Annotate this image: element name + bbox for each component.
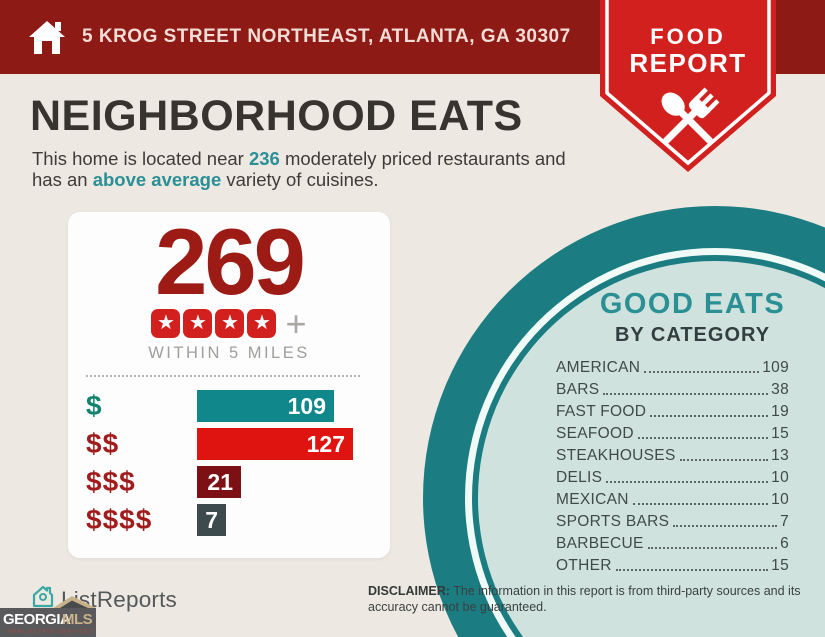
price-level-label: $$ bbox=[86, 428, 120, 459]
food-report-badge: FOOD REPORT bbox=[600, 0, 776, 176]
dotted-divider bbox=[86, 375, 360, 377]
radius-label: WITHIN 5 MILES bbox=[148, 344, 310, 362]
price-level-label: $$$ bbox=[86, 466, 136, 497]
category-label: SEAFOOD bbox=[556, 425, 634, 442]
category-value: 15 bbox=[771, 557, 789, 574]
dotted-leader bbox=[615, 569, 769, 571]
price-bar-value: 21 bbox=[207, 468, 233, 495]
dotted-leader bbox=[650, 415, 769, 417]
price-row: $$$ 21 bbox=[86, 466, 382, 498]
good-eats-subtitle: BY CATEGORY bbox=[614, 324, 771, 346]
category-row: BARBECUE 6 bbox=[556, 531, 789, 553]
category-value: 6 bbox=[780, 535, 789, 552]
good-eats-title: GOOD EATS bbox=[599, 288, 786, 320]
category-label: MEXICAN bbox=[556, 491, 629, 508]
variety-highlight: above average bbox=[92, 168, 222, 190]
restaurant-summary-card: 269 ★ ★ ★ ★ + WITHIN 5 MILES $ 109 $$ 127 $$… bbox=[68, 212, 390, 558]
page-subtitle: This home is located near 236 moderately… bbox=[32, 148, 566, 190]
category-value: 13 bbox=[771, 447, 789, 464]
price-bar-value: 127 bbox=[306, 430, 345, 457]
category-value: 10 bbox=[771, 491, 789, 508]
plus-sign: + bbox=[285, 303, 307, 344]
restaurant-count-highlight: 236 bbox=[248, 148, 280, 169]
dotted-leader bbox=[679, 459, 769, 461]
star-icon: ★ bbox=[151, 309, 181, 338]
category-list: AMERICAN 109 BARS 38 FAST FOOD 19 SEAFOO… bbox=[556, 355, 789, 575]
category-value: 10 bbox=[771, 469, 789, 486]
total-restaurant-count: 269 bbox=[155, 209, 306, 314]
category-row: FAST FOOD 19 bbox=[556, 399, 789, 421]
georgiamls-wordmark-b: MLS bbox=[62, 611, 93, 628]
price-row: $$ 127 bbox=[86, 428, 382, 460]
property-address: 5 KROG STREET NORTHEAST, ATLANTA, GA 303… bbox=[82, 26, 571, 47]
georgiamls-logo: GEORGIA MLS REAL ESTATE SERVICES bbox=[0, 594, 98, 637]
category-label: OTHER bbox=[556, 557, 612, 574]
category-row: SEAFOOD 15 bbox=[556, 421, 789, 443]
category-label: FAST FOOD bbox=[556, 403, 647, 420]
category-row: MEXICAN 10 bbox=[556, 487, 789, 509]
star-icon: ★ bbox=[215, 309, 245, 338]
category-value: 7 bbox=[780, 513, 789, 530]
category-row: AMERICAN 109 bbox=[556, 355, 789, 377]
listreports-house-icon bbox=[30, 584, 56, 615]
dotted-leader bbox=[632, 503, 769, 505]
category-label: STEAKHOUSES bbox=[556, 447, 676, 464]
price-bar: 127 bbox=[197, 428, 353, 460]
badge-title-line2: REPORT bbox=[629, 48, 747, 78]
dotted-leader bbox=[603, 393, 769, 395]
dotted-leader bbox=[606, 481, 769, 483]
category-row: OTHER 15 bbox=[556, 553, 789, 575]
georgiamls-wordmark-a: GEORGIA bbox=[3, 611, 71, 628]
category-value: 19 bbox=[771, 403, 789, 420]
utensils-icon bbox=[661, 87, 720, 145]
category-label: DELIS bbox=[556, 469, 603, 486]
dotted-leader bbox=[637, 437, 769, 439]
star-icon: ★ bbox=[247, 309, 277, 338]
category-row: BARS 38 bbox=[556, 377, 789, 399]
category-label: BARBECUE bbox=[556, 535, 644, 552]
category-row: DELIS 10 bbox=[556, 465, 789, 487]
category-label: AMERICAN bbox=[556, 359, 641, 376]
category-value: 38 bbox=[771, 381, 789, 398]
price-level-label: $$$$ bbox=[86, 504, 153, 535]
price-bar: 21 bbox=[197, 466, 241, 498]
price-bar: 109 bbox=[197, 390, 334, 422]
star-icon: ★ bbox=[183, 309, 213, 338]
category-value: 15 bbox=[771, 425, 789, 442]
price-bar-value: 7 bbox=[205, 506, 218, 533]
price-bar: 7 bbox=[197, 504, 226, 536]
dotted-leader bbox=[644, 371, 760, 373]
dotted-leader bbox=[647, 547, 778, 549]
price-row: $$$$ 7 bbox=[86, 504, 382, 536]
good-eats-heading: GOOD EATS BY CATEGORY bbox=[545, 288, 825, 347]
badge-title-line1: FOOD bbox=[650, 24, 726, 49]
dotted-leader bbox=[673, 525, 778, 527]
home-icon bbox=[26, 16, 68, 63]
disclaimer-text: DISCLAIMER: The information in this repo… bbox=[368, 584, 801, 614]
rating-stars: ★ ★ ★ ★ + bbox=[68, 303, 390, 344]
price-level-bar-chart: $ 109 $$ 127 $$$ 21 $$$$ 7 bbox=[86, 390, 382, 542]
georgiamls-roof-icon bbox=[53, 596, 96, 608]
category-label: BARS bbox=[556, 381, 600, 398]
price-row: $ 109 bbox=[86, 390, 382, 422]
georgiamls-tagline: REAL ESTATE SERVICES bbox=[8, 629, 94, 635]
subtitle-line1: This home is located near 236 moderately… bbox=[32, 148, 566, 169]
subtitle-line2: has an above average variety of cuisines… bbox=[32, 168, 379, 190]
page-title: NEIGHBORHOOD EATS bbox=[30, 92, 523, 140]
disclaimer-label: DISCLAIMER: bbox=[368, 584, 450, 598]
category-value: 109 bbox=[762, 359, 789, 376]
price-bar-value: 109 bbox=[287, 392, 326, 419]
category-row: SPORTS BARS 7 bbox=[556, 509, 789, 531]
category-row: STEAKHOUSES 13 bbox=[556, 443, 789, 465]
price-level-label: $ bbox=[86, 390, 103, 421]
category-label: SPORTS BARS bbox=[556, 513, 670, 530]
